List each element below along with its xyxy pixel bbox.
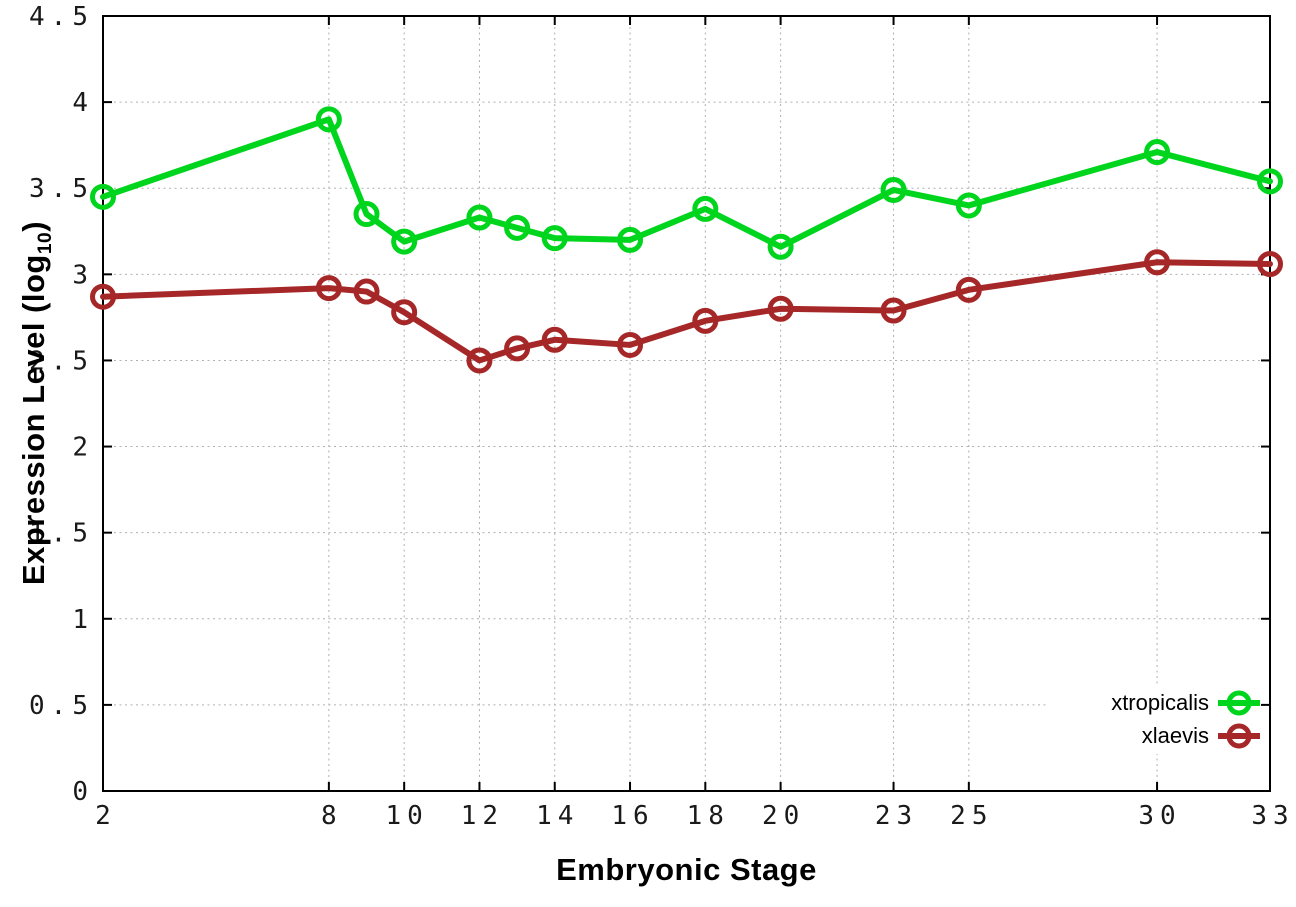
x-tick-label: 20	[762, 801, 805, 831]
x-tick-label: 33	[1251, 801, 1294, 831]
data-point-marker	[955, 192, 982, 219]
data-point-marker	[353, 278, 380, 305]
gridlines	[103, 16, 1270, 791]
data-point-marker	[692, 195, 719, 222]
x-axis-title: Embryonic Stage	[556, 852, 817, 887]
x-tick-label: 8	[321, 801, 343, 831]
x-tick-label: 12	[461, 801, 504, 831]
y-axis-title-main: Expression Level (log	[16, 254, 51, 586]
data-point-marker	[315, 106, 342, 133]
y-axis-title-subscript: 10	[35, 231, 57, 255]
x-tick-label: 2	[95, 801, 117, 831]
y-tick-label: 3	[72, 260, 94, 290]
series-line-xlaevis	[100, 259, 1273, 364]
data-point-marker	[1257, 168, 1283, 195]
data-point-marker	[880, 297, 907, 324]
legend-item-xlaevis: xlaevis	[1065, 719, 1260, 752]
series-line-xtropicalis	[100, 116, 1273, 250]
legend-sample-line-icon	[1218, 721, 1260, 751]
data-point-marker	[90, 183, 116, 210]
y-axis-title-close: )	[16, 220, 51, 232]
x-tick-label: 18	[687, 801, 730, 831]
y-tick-label: 4.5	[29, 2, 94, 32]
data-point-marker	[1257, 251, 1283, 277]
legend: xtropicalis xlaevis	[1049, 684, 1260, 754]
legend-item-xtropicalis: xtropicalis	[1065, 686, 1260, 719]
data-point-marker	[692, 307, 719, 334]
data-point-marker	[767, 233, 794, 260]
x-tick-label: 10	[386, 801, 429, 831]
legend-marker-xlaevis	[1218, 723, 1260, 748]
data-point-marker	[466, 347, 493, 374]
data-point-marker	[90, 283, 116, 310]
data-point-marker	[391, 228, 418, 255]
legend-marker-xtropicalis	[1218, 690, 1260, 715]
legend-sample-line-icon	[1218, 688, 1260, 718]
y-tick-label: 2	[72, 433, 94, 463]
x-tick-label: 25	[950, 801, 993, 831]
data-point-marker	[504, 214, 531, 241]
y-tick-label: 2.5	[29, 346, 94, 376]
data-point-marker	[541, 225, 568, 252]
tick-labels: 0 0.5 1 1.5 2 2.5 3 3.5 4 4.5 2 8 10 12 14 16 18 20 23 25 30…	[29, 2, 1294, 831]
data-point-marker	[880, 176, 907, 203]
series-xlaevis	[90, 249, 1283, 374]
x-tick-label: 23	[875, 801, 918, 831]
y-tick-label: 4	[72, 88, 94, 118]
data-point-marker	[504, 335, 531, 362]
data-point-marker	[955, 276, 982, 303]
tick-marks	[102, 15, 1271, 792]
legend-label-xlaevis: xlaevis	[1141, 722, 1209, 748]
plot-border	[102, 15, 1271, 792]
y-tick-label: 3.5	[29, 174, 94, 204]
y-axis-title: Expression Level (log10)	[16, 3, 58, 803]
x-tick-label: 14	[536, 801, 579, 831]
data-point-marker	[617, 226, 644, 253]
y-tick-label: 1.5	[29, 519, 94, 549]
data-point-marker	[315, 275, 342, 302]
y-tick-label: 0.5	[29, 691, 94, 721]
y-tick-label: 1	[72, 605, 94, 635]
data-point-marker	[466, 204, 493, 231]
y-tick-label: 0	[72, 777, 94, 807]
x-tick-label: 16	[611, 801, 654, 831]
data-point-marker	[767, 295, 794, 322]
series-xtropicalis	[90, 106, 1283, 260]
data-point-marker	[1144, 139, 1171, 166]
data-point-marker	[617, 331, 644, 358]
data-point-marker	[353, 201, 380, 228]
data-point-marker	[1144, 249, 1171, 276]
data-point-marker	[391, 299, 418, 326]
x-tick-label: 30	[1138, 801, 1181, 831]
legend-label-xtropicalis: xtropicalis	[1111, 689, 1209, 715]
data-point-marker	[541, 326, 568, 353]
